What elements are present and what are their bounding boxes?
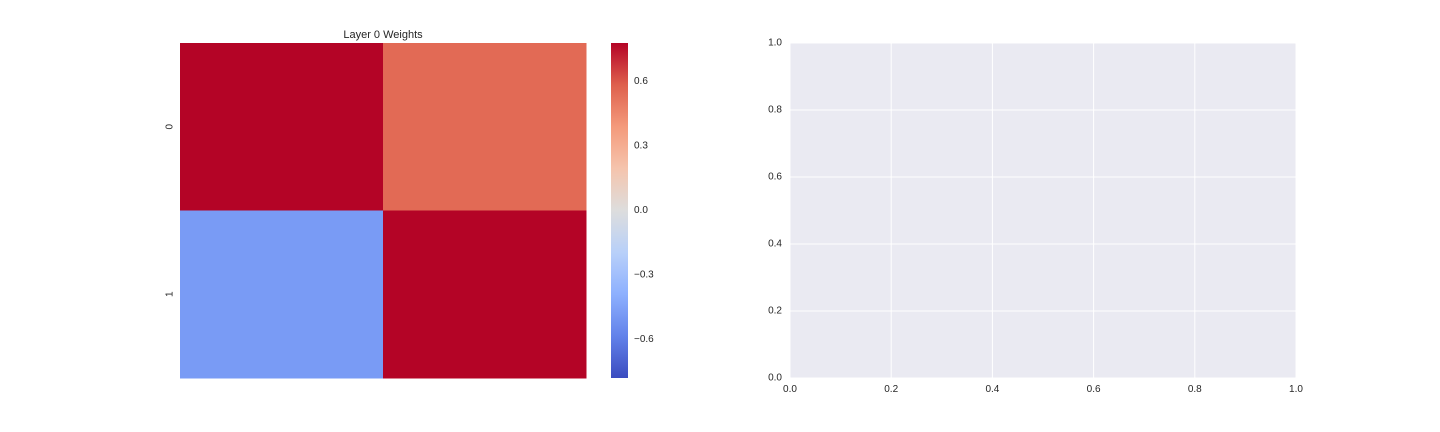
- heatmap-row-label: 1: [165, 291, 176, 297]
- empty-axes: 0.0 0.2 0.4 0.6 0.8 1.0 0.0 0.2 0.4 0.6 0.8 1.0: [768, 38, 1303, 396]
- colorbar: 0.6 0.3 0.0 −0.3 −0.6: [611, 43, 654, 378]
- y-tick-label: 0.6: [768, 172, 782, 183]
- heatmap-panel: Layer 0 Weights 01: [165, 29, 587, 379]
- x-tick-label: 1.0: [1289, 384, 1303, 395]
- axes-background: [790, 43, 1296, 378]
- x-tick-label: 0.2: [884, 384, 898, 395]
- heatmap-cell: [180, 210, 384, 379]
- y-tick-label: 0.4: [768, 239, 782, 250]
- x-tick-label: 0.8: [1188, 384, 1202, 395]
- axes-grid: [789, 42, 1297, 379]
- y-tick-label: 0.8: [768, 105, 782, 116]
- heatmap-cell: [180, 43, 384, 211]
- axes-yticks: 0.0 0.2 0.4 0.6 0.8 1.0: [768, 38, 782, 384]
- heatmap-title: Layer 0 Weights: [343, 29, 423, 41]
- colorbar-ticks: 0.6 0.3 0.0 −0.3 −0.6: [634, 76, 654, 345]
- y-tick-label: 1.0: [768, 38, 782, 49]
- colorbar-tick-label: 0.3: [634, 141, 648, 152]
- heatmap-row-labels: 01: [165, 124, 176, 298]
- x-tick-label: 0.0: [783, 384, 797, 395]
- x-tick-label: 0.4: [985, 384, 999, 395]
- heatmap-cell: [383, 210, 587, 379]
- heatmap-cells: [180, 43, 587, 379]
- heatmap-cell: [383, 43, 587, 211]
- colorbar-gradient: [611, 43, 628, 378]
- colorbar-tick-label: −0.6: [634, 334, 654, 345]
- axes-xticks: 0.0 0.2 0.4 0.6 0.8 1.0: [783, 384, 1303, 395]
- heatmap-row-label: 0: [165, 124, 176, 130]
- y-tick-label: 0.0: [768, 373, 782, 384]
- colorbar-tick-label: 0.0: [634, 205, 648, 216]
- y-tick-label: 0.2: [768, 306, 782, 317]
- colorbar-tick-label: 0.6: [634, 76, 648, 87]
- colorbar-tick-label: −0.3: [634, 269, 654, 280]
- x-tick-label: 0.6: [1087, 384, 1101, 395]
